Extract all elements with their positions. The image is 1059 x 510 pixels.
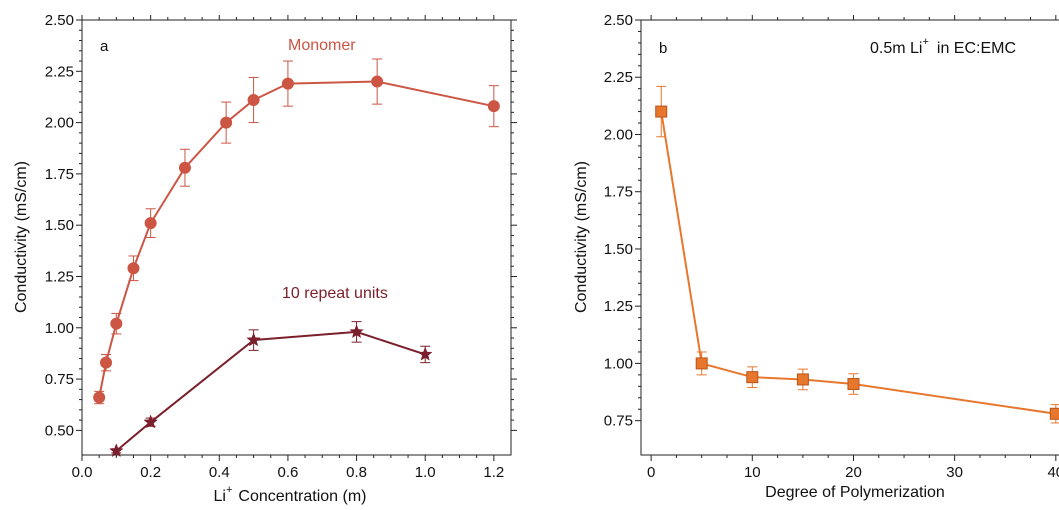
y-tick-label: 0.75: [604, 413, 633, 430]
y-tick-label: 2.00: [604, 126, 633, 143]
data-point: [246, 332, 261, 347]
x-tick-label: 0.0: [72, 464, 93, 481]
data-point: [108, 443, 124, 458]
x-tick-label: 0.4: [209, 464, 230, 481]
y-tick-label: 0.50: [45, 422, 74, 439]
plot-frame-a: [81, 19, 512, 456]
annotation-b: 0.5m Li+ in EC:EMC: [870, 36, 1016, 57]
x-tick-label: 20: [845, 464, 862, 481]
series-label-monomer: Monomer: [288, 37, 356, 54]
y-tick-label: 1.00: [604, 355, 633, 372]
panel-b: b 0.5m Li+ in EC:EMC Conductivity (mS/cm)…: [573, 12, 1059, 501]
data-point: [371, 75, 384, 88]
panel-label-a: a: [100, 38, 109, 55]
series-label-10-repeat-units: 10 repeat units: [282, 285, 388, 302]
panel-label-b: b: [659, 40, 667, 57]
series-line: [98, 80, 495, 398]
x-axis-label-b: Degree of Polymerization: [765, 484, 945, 501]
y-tick-label: 1.75: [45, 166, 74, 183]
x-tick-label: 1.2: [483, 464, 504, 481]
data-point: [247, 94, 260, 107]
data-point: [655, 105, 668, 118]
data-point: [417, 346, 433, 361]
data-point: [143, 414, 158, 429]
data-point: [349, 324, 364, 339]
marks-a: [93, 58, 500, 458]
y-tick-label: 1.25: [604, 298, 633, 315]
x-tick-label: 10: [744, 464, 761, 481]
data-point: [144, 217, 157, 230]
data-point: [796, 373, 809, 386]
x-tick-label: 40: [1047, 464, 1059, 481]
x-tick-label: 0.6: [277, 464, 298, 481]
data-point: [100, 356, 113, 369]
data-point: [127, 262, 140, 275]
y-tick-label: 1.50: [45, 217, 74, 234]
x-tick-label: 1.0: [415, 464, 436, 481]
y-tick-label: 0.75: [45, 371, 74, 388]
data-point: [695, 357, 708, 370]
axes-a: 0.0 0.2 0.4 0.6 0.8 1.0 1.2 0.50 0.75 1.00 1.25 1.5…: [45, 12, 517, 481]
data-point: [220, 116, 233, 129]
data-point: [1049, 407, 1059, 420]
data-point: [847, 378, 860, 391]
y-tick-label: 1.00: [45, 320, 74, 337]
data-point: [110, 317, 123, 330]
y-axis-label-a: Conductivity (mS/cm): [13, 161, 30, 313]
series-line: [660, 111, 1056, 415]
series-line: [115, 330, 426, 452]
x-tick-label: 30: [946, 464, 963, 481]
y-tick-label: 2.00: [45, 115, 74, 132]
y-tick-label: 1.25: [45, 268, 74, 285]
marks-b: [655, 85, 1059, 424]
x-axis-label-a: Li+ Concentration (m): [214, 484, 367, 505]
y-tick-label: 2.25: [604, 69, 633, 86]
y-tick-label: 1.50: [604, 241, 633, 258]
x-tick-label: 0.2: [140, 464, 161, 481]
y-tick-label: 2.50: [604, 12, 633, 29]
x-tick-label: 0: [647, 464, 655, 481]
y-tick-label: 1.75: [604, 184, 633, 201]
panel-a: a Monomer 10 repeat units Conductivity (…: [13, 12, 517, 505]
data-point: [178, 161, 191, 174]
data-point: [281, 77, 294, 90]
x-tick-label: 0.8: [346, 464, 367, 481]
y-tick-label: 2.25: [45, 63, 74, 80]
y-axis-label-b: Conductivity (mS/cm): [573, 161, 590, 313]
data-point: [93, 391, 106, 404]
data-point: [487, 100, 500, 113]
y-tick-label: 2.50: [45, 12, 74, 29]
axes-b: 0 10 20 30 40 0.75 1.00 1.25 1.50 1.75 2.00 2.25 2.5…: [604, 12, 1059, 481]
data-point: [746, 371, 759, 384]
